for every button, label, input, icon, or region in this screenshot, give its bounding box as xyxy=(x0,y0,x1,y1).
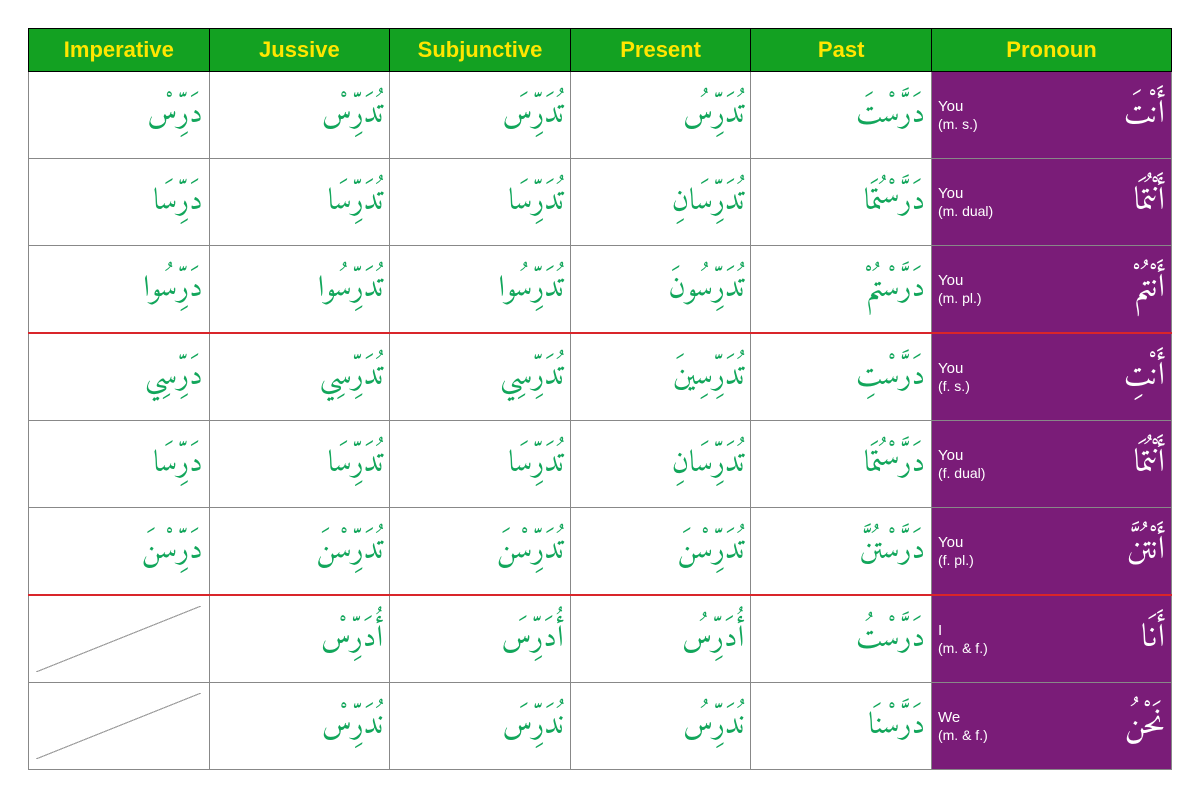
subjunctive-cell: تُدَرِّسْنَ xyxy=(390,508,571,596)
imperative-cell: دَرِّسُوا xyxy=(29,246,210,334)
past-cell: دَرَّسْتُمْ xyxy=(751,246,932,334)
header-pronoun: Pronoun xyxy=(931,29,1171,72)
jussive-cell: نُدَرِّسْ xyxy=(209,683,390,770)
jussive-cell: تُدَرِّسِي xyxy=(209,333,390,421)
pronoun-arabic: أَنَا xyxy=(998,611,1165,667)
past-cell: دَرَّسْتُ xyxy=(751,595,932,683)
subjunctive-cell: تُدَرِّسَا xyxy=(390,159,571,246)
pronoun-english: You(m. dual) xyxy=(938,185,993,220)
subjunctive-cell: تُدَرِّسُوا xyxy=(390,246,571,334)
empty-cell xyxy=(29,683,210,770)
header-present: Present xyxy=(570,29,751,72)
imperative-cell: دَرِّسْنَ xyxy=(29,508,210,596)
header-jussive: Jussive xyxy=(209,29,390,72)
header-past: Past xyxy=(751,29,932,72)
pronoun-arabic: أَنْتُمَا xyxy=(1003,174,1165,230)
present-cell: تُدَرِّسُونَ xyxy=(570,246,751,334)
subjunctive-cell: تُدَرِّسِي xyxy=(390,333,571,421)
jussive-cell: تُدَرِّسَا xyxy=(209,159,390,246)
pronoun-cell: You(f. dual) أَنْتُمَا xyxy=(931,421,1171,508)
subjunctive-cell: تُدَرِّسَ xyxy=(390,72,571,159)
pronoun-cell: You(f. pl.) أَنْتُنَّ xyxy=(931,508,1171,596)
pronoun-english: You(f. pl.) xyxy=(938,534,974,569)
imperative-cell: دَرِّسَا xyxy=(29,159,210,246)
past-cell: دَرَّسْتُنَّ xyxy=(751,508,932,596)
conjugation-table: Imperative Jussive Subjunctive Present P… xyxy=(28,28,1172,770)
subjunctive-cell: نُدَرِّسَ xyxy=(390,683,571,770)
header-subjunctive: Subjunctive xyxy=(390,29,571,72)
pronoun-cell: I(m. & f.) أَنَا xyxy=(931,595,1171,683)
pronoun-english: We(m. & f.) xyxy=(938,709,988,744)
pronoun-arabic: أَنْتُمْ xyxy=(992,261,1165,317)
present-cell: تُدَرِّسُ xyxy=(570,72,751,159)
present-cell: نُدَرِّسُ xyxy=(570,683,751,770)
jussive-cell: تُدَرِّسْنَ xyxy=(209,508,390,596)
present-cell: تُدَرِّسَانِ xyxy=(570,421,751,508)
pronoun-cell: You(m. pl.) أَنْتُمْ xyxy=(931,246,1171,334)
past-cell: دَرَّسْنَا xyxy=(751,683,932,770)
jussive-cell: أُدَرِّسْ xyxy=(209,595,390,683)
header-row: Imperative Jussive Subjunctive Present P… xyxy=(29,29,1172,72)
subjunctive-cell: تُدَرِّسَا xyxy=(390,421,571,508)
table-row: دَرِّسَاتُدَرِّسَاتُدَرِّسَاتُدَرِّسَانِ… xyxy=(29,159,1172,246)
jussive-cell: تُدَرِّسَا xyxy=(209,421,390,508)
pronoun-arabic: أَنْتِ xyxy=(980,349,1165,405)
pronoun-arabic: أَنْتُنَّ xyxy=(984,523,1165,579)
pronoun-english: You(f. s.) xyxy=(938,360,970,395)
jussive-cell: تُدَرِّسْ xyxy=(209,72,390,159)
table-row: نُدَرِّسْنُدَرِّسَنُدَرِّسُدَرَّسْنَاWe(… xyxy=(29,683,1172,770)
pronoun-arabic: أَنْتَ xyxy=(988,87,1165,143)
jussive-cell: تُدَرِّسُوا xyxy=(209,246,390,334)
past-cell: دَرَّسْتِ xyxy=(751,333,932,421)
pronoun-cell: You(m. dual) أَنْتُمَا xyxy=(931,159,1171,246)
pronoun-cell: You(m. s.) أَنْتَ xyxy=(931,72,1171,159)
pronoun-english: You(m. pl.) xyxy=(938,272,982,307)
empty-cell xyxy=(29,595,210,683)
subjunctive-cell: أُدَرِّسَ xyxy=(390,595,571,683)
table-row: دَرِّسْتُدَرِّسْتُدَرِّسَتُدَرِّسُدَرَّس… xyxy=(29,72,1172,159)
present-cell: تُدَرِّسْنَ xyxy=(570,508,751,596)
pronoun-english: You(m. s.) xyxy=(938,98,978,133)
table-row: دَرِّسُواتُدَرِّسُواتُدَرِّسُواتُدَرِّسُ… xyxy=(29,246,1172,334)
imperative-cell: دَرِّسْ xyxy=(29,72,210,159)
imperative-cell: دَرِّسِي xyxy=(29,333,210,421)
table-row: أُدَرِّسْأُدَرِّسَأُدَرِّسُدَرَّسْتُI(m.… xyxy=(29,595,1172,683)
pronoun-cell: We(m. & f.) نَحْنُ xyxy=(931,683,1171,770)
present-cell: تُدَرِّسِينَ xyxy=(570,333,751,421)
pronoun-english: I(m. & f.) xyxy=(938,622,988,657)
present-cell: تُدَرِّسَانِ xyxy=(570,159,751,246)
header-imperative: Imperative xyxy=(29,29,210,72)
pronoun-english: You(f. dual) xyxy=(938,447,985,482)
past-cell: دَرَّسْتَ xyxy=(751,72,932,159)
past-cell: دَرَّسْتُمَا xyxy=(751,159,932,246)
pronoun-arabic: أَنْتُمَا xyxy=(995,436,1165,492)
table-row: دَرِّسَاتُدَرِّسَاتُدَرِّسَاتُدَرِّسَانِ… xyxy=(29,421,1172,508)
past-cell: دَرَّسْتُمَا xyxy=(751,421,932,508)
pronoun-arabic: نَحْنُ xyxy=(998,698,1165,754)
present-cell: أُدَرِّسُ xyxy=(570,595,751,683)
table-row: دَرِّسِيتُدَرِّسِيتُدَرِّسِيتُدَرِّسِينَ… xyxy=(29,333,1172,421)
pronoun-cell: You(f. s.) أَنْتِ xyxy=(931,333,1171,421)
imperative-cell: دَرِّسَا xyxy=(29,421,210,508)
table-row: دَرِّسْنَتُدَرِّسْنَتُدَرِّسْنَتُدَرِّسْ… xyxy=(29,508,1172,596)
